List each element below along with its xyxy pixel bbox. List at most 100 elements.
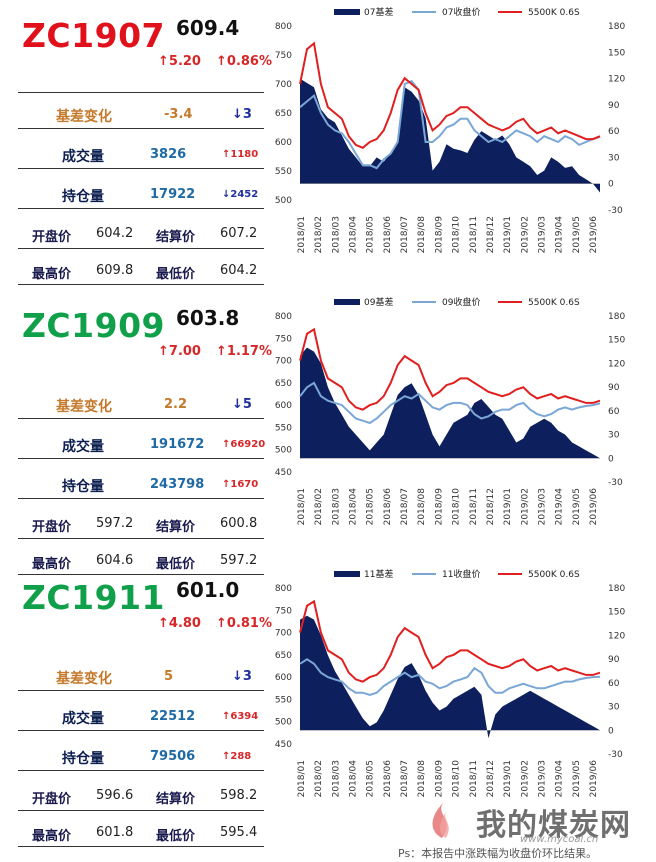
chart-legend: 11基差 11收盘价 5500K 0.6S xyxy=(334,568,580,580)
x-tick-label: 2019/01 xyxy=(503,216,513,253)
divider-line xyxy=(18,770,264,771)
settle-label: 结算价 xyxy=(156,792,196,807)
open-interest-value: 17922 xyxy=(150,187,196,202)
right-tick-label: 150 xyxy=(608,48,625,58)
right-tick-label: 30 xyxy=(608,431,620,441)
settle-value: 600.8 xyxy=(220,516,258,531)
x-tick-label: 2019/05 xyxy=(572,216,582,253)
settle-value: 607.2 xyxy=(220,226,258,241)
open-label: 开盘价 xyxy=(32,230,72,245)
right-tick-label: -30 xyxy=(608,206,623,216)
divider-line xyxy=(18,284,264,285)
left-tick-label: 700 xyxy=(275,80,292,90)
right-tick-label: 60 xyxy=(608,679,620,689)
price-change: ↑7.00 xyxy=(158,344,201,359)
x-tick-label: 2019/04 xyxy=(555,488,565,526)
basis-change-value: 2.2 xyxy=(164,397,188,412)
spot-price-line xyxy=(299,599,601,683)
legend-label: 11收盘价 xyxy=(442,568,480,580)
x-tick-label: 2018/06 xyxy=(383,488,393,526)
price-change-pct: ↑0.86% xyxy=(216,54,272,69)
right-tick-label: 120 xyxy=(608,359,625,369)
x-tick-label: 2018/05 xyxy=(366,216,376,253)
x-tick-label: 2019/03 xyxy=(537,488,547,525)
last-price: 601.0 xyxy=(176,578,240,602)
x-tick-label: 2019/04 xyxy=(555,216,565,254)
footer-note: Ps：本报告中涨跌幅为收盘价环比结果。 xyxy=(398,847,598,860)
volume-label: 成交量 xyxy=(62,149,104,165)
x-tick-label: 2018/09 xyxy=(434,488,444,526)
x-tick-label: 2019/01 xyxy=(503,488,513,525)
left-tick-label: 800 xyxy=(275,312,292,322)
right-tick-label: 150 xyxy=(608,608,625,618)
low-value: 604.2 xyxy=(220,263,258,278)
divider-line xyxy=(18,574,264,575)
left-tick-label: 550 xyxy=(275,423,292,433)
divider-line xyxy=(18,498,264,499)
x-tick-label: 2018/01 xyxy=(297,216,307,253)
open-interest-change: ↑1670 xyxy=(222,479,259,490)
basis-change-arrow: ↓3 xyxy=(232,107,252,122)
settle-label: 结算价 xyxy=(156,520,196,535)
left-tick-label: 550 xyxy=(275,167,292,177)
left-tick-label: 750 xyxy=(275,334,292,344)
left-tick-label: 500 xyxy=(275,718,292,728)
close-price-line xyxy=(299,658,601,697)
x-tick-label: 2018/01 xyxy=(297,760,307,797)
x-tick-label: 2018/07 xyxy=(400,488,410,525)
legend-swatch xyxy=(334,571,360,577)
spot-price-line xyxy=(299,327,601,411)
x-tick-label: 2019/05 xyxy=(572,488,582,525)
x-tick-label: 2018/04 xyxy=(349,216,359,254)
legend-swatch xyxy=(334,299,360,305)
divider-line xyxy=(18,458,264,459)
basis-change-label: 基差变化 xyxy=(56,399,112,415)
left-tick-label: 700 xyxy=(275,629,292,639)
quote-panel-zc1909: ZC1909 603.8 ↑7.00 ↑1.17% 基差变化 2.2 ↓5 成交量 191672… xyxy=(0,290,656,575)
divider-line xyxy=(18,92,264,93)
volume-label: 成交量 xyxy=(62,439,104,455)
open-interest-value: 243798 xyxy=(150,477,205,492)
legend-label: 5500K 0.6S xyxy=(528,8,580,18)
x-tick-label: 2018/08 xyxy=(417,216,427,254)
right-tick-label: 0 xyxy=(608,454,614,464)
right-tick-label: 0 xyxy=(608,180,614,190)
x-tick-label: 2018/10 xyxy=(452,216,462,254)
open-interest-label: 持仓量 xyxy=(62,189,104,205)
x-tick-label: 2018/12 xyxy=(486,760,496,797)
right-tick-label: 90 xyxy=(608,655,620,665)
x-tick-label: 2018/10 xyxy=(452,760,462,798)
low-value: 597.2 xyxy=(220,553,258,568)
low-label: 最低价 xyxy=(156,829,196,844)
right-tick-label: 180 xyxy=(608,312,625,322)
price-change: ↑5.20 xyxy=(158,54,201,69)
x-tick-label: 2018/02 xyxy=(314,488,324,525)
contract-code: ZC1911 xyxy=(22,578,165,617)
x-tick-label: 2019/03 xyxy=(537,216,547,253)
left-tick-label: 750 xyxy=(275,51,292,61)
open-interest-label: 持仓量 xyxy=(62,751,104,767)
x-tick-label: 2019/01 xyxy=(503,760,513,797)
high-value: 604.6 xyxy=(96,553,134,568)
open-interest-change: ↓2452 xyxy=(222,189,259,200)
high-value: 601.8 xyxy=(96,825,134,840)
x-tick-label: 2018/05 xyxy=(366,488,376,525)
last-price: 609.4 xyxy=(176,16,240,40)
x-tick-label: 2018/01 xyxy=(297,488,307,525)
right-tick-label: 60 xyxy=(608,127,620,137)
open-value: 596.6 xyxy=(96,788,134,803)
left-tick-label: 500 xyxy=(275,196,292,206)
legend-label: 5500K 0.6S xyxy=(528,298,580,308)
legend-swatch xyxy=(334,9,360,15)
volume-value: 3826 xyxy=(150,147,187,162)
close-price-line xyxy=(299,381,601,425)
x-tick-label: 2018/04 xyxy=(349,760,359,798)
x-tick-label: 2018/08 xyxy=(417,488,427,526)
basis-change-value: 5 xyxy=(164,669,174,684)
legend-label: 07基差 xyxy=(364,6,393,18)
legend-label: 07收盘价 xyxy=(442,6,480,18)
right-tick-label: 90 xyxy=(608,383,620,393)
divider-line xyxy=(18,690,264,691)
x-tick-label: 2018/03 xyxy=(331,760,341,797)
basis-area xyxy=(300,615,600,739)
